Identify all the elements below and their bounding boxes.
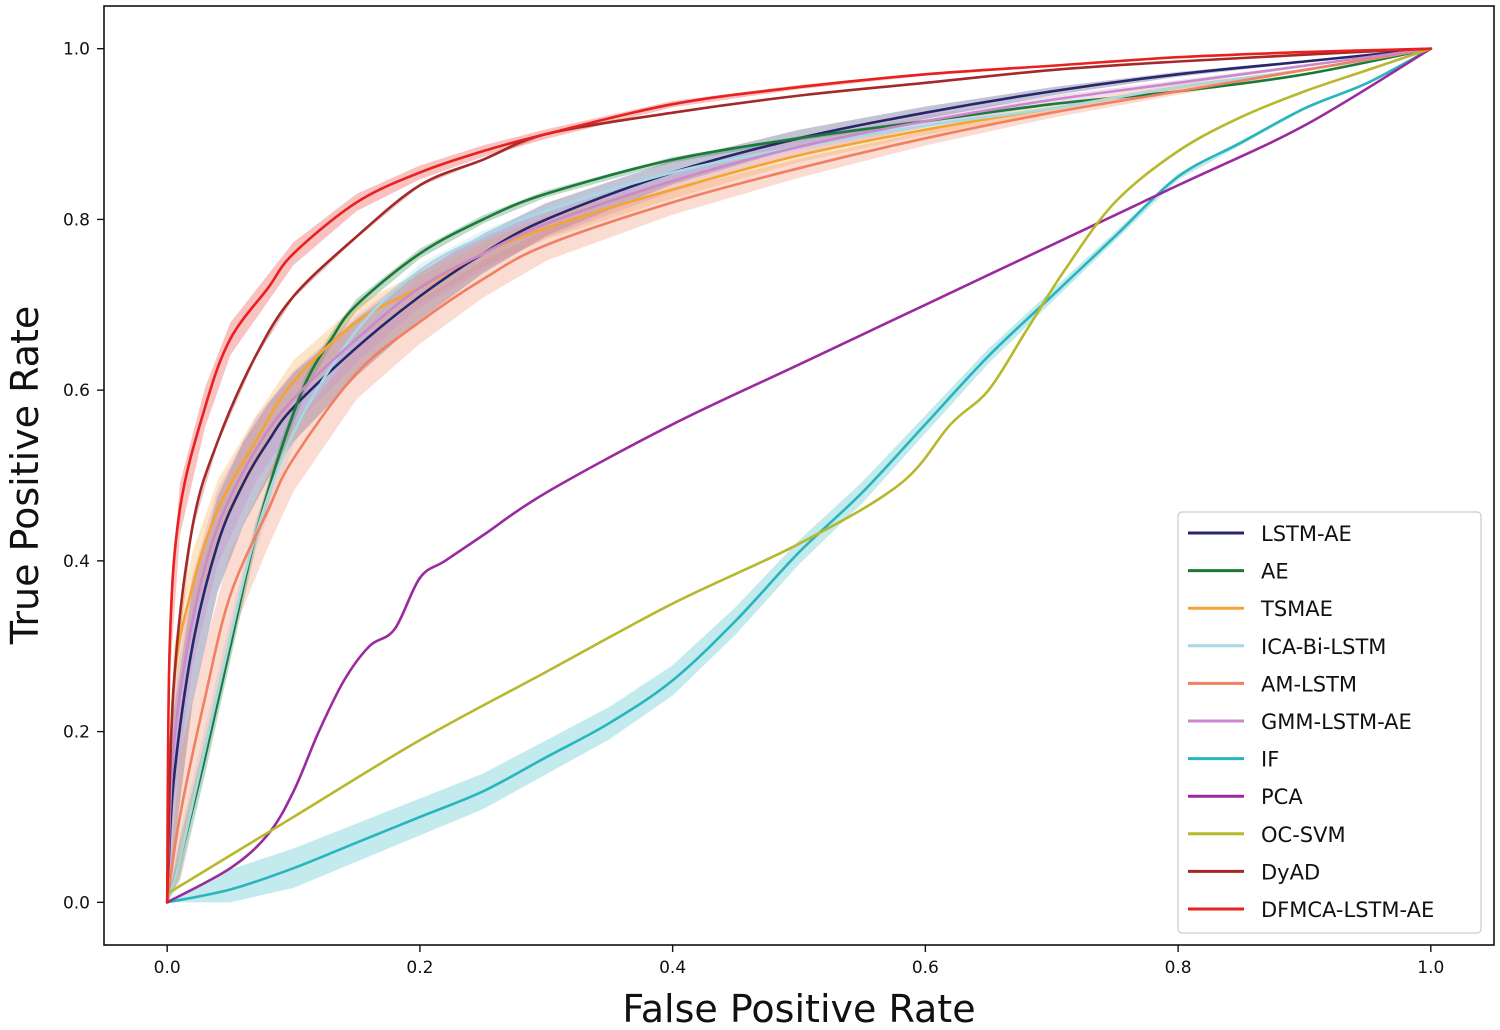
series-line-dyad: [165, 47, 1433, 904]
band-am-lstm: [167, 48, 1431, 903]
plot-frame: [103, 5, 1495, 946]
legend-label-oc-svm: OC-SVM: [1261, 823, 1346, 847]
y-tick-label: 0.2: [63, 723, 90, 743]
series-line-oc-svm: [165, 47, 1433, 896]
series-line-am-lstm: [165, 47, 1433, 904]
x-tick-label: 0.8: [1165, 958, 1192, 978]
legend-label-tsmae: TSMAE: [1260, 597, 1333, 621]
band-lstm-ae: [167, 48, 1431, 903]
series-line-if: [165, 47, 1433, 904]
legend-label-pca: PCA: [1261, 785, 1303, 809]
legend-label-if: IF: [1261, 748, 1279, 772]
y-tick-label: 0.4: [63, 552, 90, 572]
x-tick-label: 1.0: [1417, 958, 1444, 978]
series-line-pca: [165, 47, 1433, 904]
x-tick-label: 0.2: [406, 958, 433, 978]
band-gmm-lstm-ae: [167, 48, 1431, 903]
y-axis-ticks: 0.0 0.2 0.4 0.6 0.8 1.0: [63, 40, 104, 913]
band-tsmae: [167, 48, 1431, 903]
legend-label-lstm-ae: LSTM-AE: [1261, 522, 1352, 546]
y-tick-label: 0.6: [63, 381, 90, 401]
legend-label-dfmca-lstm-ae: DFMCA-LSTM-AE: [1261, 898, 1434, 922]
series-lines: [165, 47, 1433, 904]
x-tick-label: 0.6: [912, 958, 939, 978]
legend-label-am-lstm: AM-LSTM: [1261, 672, 1357, 696]
confidence-bands: [167, 48, 1431, 903]
legend-label-ica-bi-lstm: ICA-Bi-LSTM: [1261, 635, 1386, 659]
legend-label-gmm-lstm-ae: GMM-LSTM-AE: [1261, 710, 1412, 734]
legend-label-ae: AE: [1261, 560, 1289, 584]
x-axis-title: False Positive Rate: [622, 987, 975, 1030]
x-tick-label: 0.4: [659, 958, 686, 978]
series-line-dfmca-lstm-ae: [165, 47, 1433, 904]
y-tick-label: 0.0: [63, 893, 90, 913]
legend-frame: [1177, 511, 1482, 934]
x-tick-label: 0.0: [154, 958, 181, 978]
y-tick-label: 1.0: [63, 40, 90, 60]
series-line-gmm-lstm-ae: [165, 47, 1433, 904]
y-axis-title: True Positive Rate: [3, 306, 47, 646]
series-line-ica-bi-lstm: [165, 47, 1433, 904]
legend-label-dyad: DyAD: [1261, 860, 1320, 884]
series-line-ae: [165, 47, 1433, 904]
y-tick-label: 0.8: [63, 210, 90, 230]
legend: LSTM-AE AE TSMAE ICA-Bi-LSTM AM-LSTM GMM-LSTM…: [1177, 511, 1482, 934]
x-axis-ticks: 0.0 0.2 0.4 0.6 0.8 1.0: [154, 945, 1444, 978]
